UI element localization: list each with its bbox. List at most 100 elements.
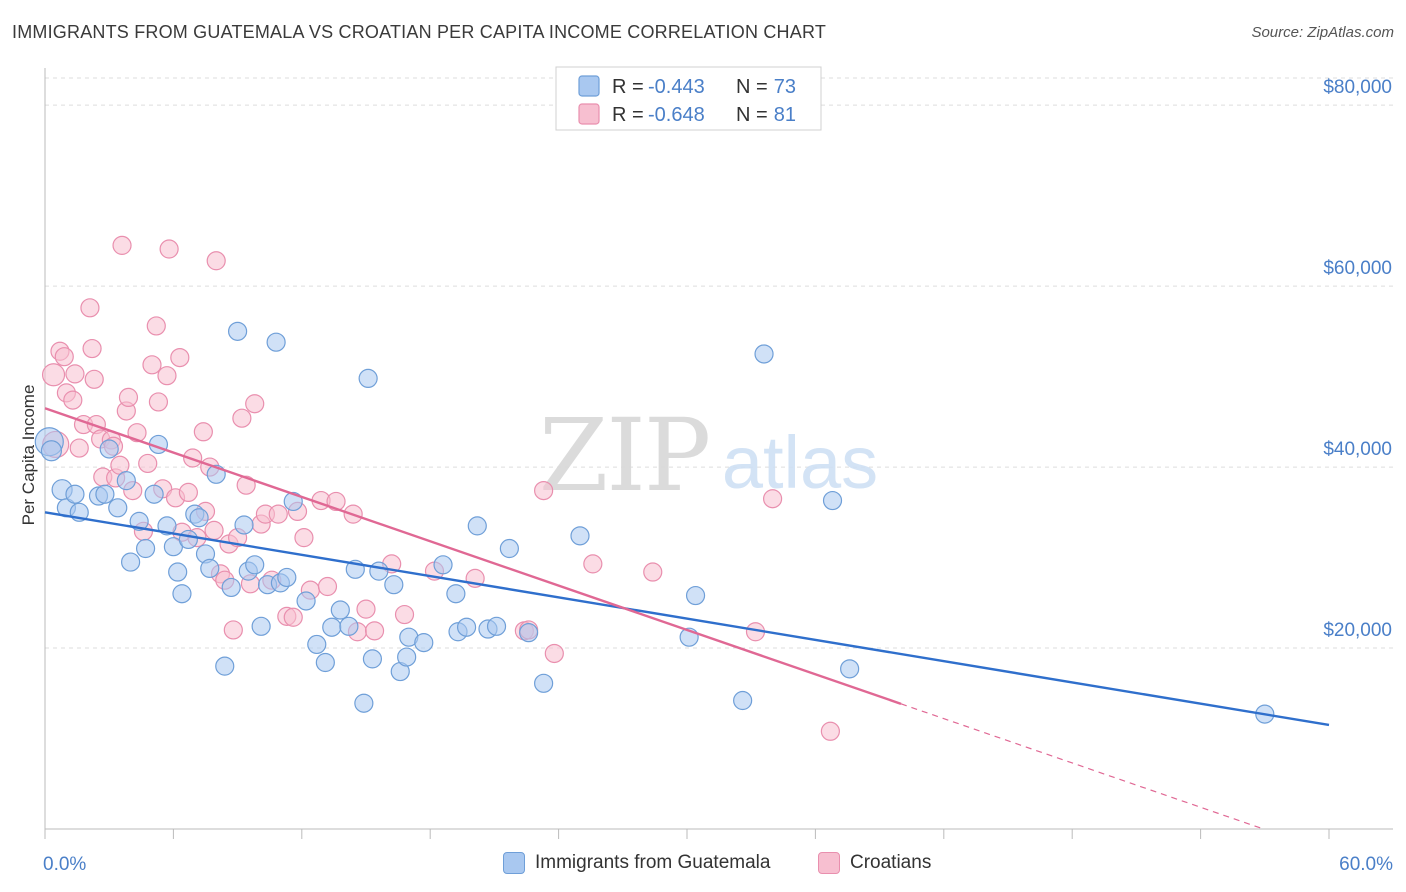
guatemala-point (144, 484, 164, 504)
trend-line-blue (44, 511, 1330, 727)
legend-label-guatemala: Immigrants from Guatemala (535, 852, 771, 873)
guatemala-point (358, 368, 378, 388)
legend-swatch-blue (503, 852, 525, 874)
guatemala-point (486, 616, 507, 636)
stats-legend-box (555, 66, 822, 131)
guatemala-point (178, 529, 198, 550)
croatian-point (82, 338, 102, 359)
croatian-point (206, 251, 226, 271)
croatian-point (534, 480, 554, 501)
croatian-point (193, 422, 213, 442)
stats-legend: R = -0.443 N = 73 R = -0.648 N = 81 (555, 66, 822, 131)
legend-label-croatians: Croatians (850, 852, 932, 873)
guatemala-point (221, 577, 241, 598)
chart-title: IMMIGRANTS FROM GUATEMALA VS CROATIAN PE… (12, 22, 827, 42)
croatian-point (232, 408, 252, 428)
guatemala-point (307, 634, 327, 655)
croatian-point (283, 607, 303, 627)
watermark: ZIP atlas (539, 397, 878, 514)
croatian-point (69, 438, 89, 458)
stats-r-value: -0.443 (648, 76, 705, 98)
croatian-point (317, 576, 338, 597)
x-tick-label: 0.0% (43, 854, 86, 875)
legend-swatch-pink (818, 852, 840, 874)
legend-item-croatians[interactable]: Croatians (818, 852, 931, 874)
guatemala-point (228, 321, 248, 341)
guatemala-point (189, 508, 209, 528)
guatemala-point (172, 584, 192, 604)
guatemala-point (354, 693, 374, 713)
guatemala-point (733, 690, 753, 711)
guatemala-point (369, 561, 389, 581)
guatemala-point (822, 490, 843, 511)
guatemala-point (322, 617, 342, 637)
croatian-point (236, 475, 256, 495)
croatians-points (41, 235, 840, 741)
trend-line-extension-pink (900, 703, 1264, 830)
y-tick-label: $40,000 (1323, 439, 1392, 460)
croatian-point (204, 520, 224, 541)
guatemala-point (397, 647, 417, 667)
guatemala-point (339, 616, 359, 636)
guatemala-point (157, 516, 177, 536)
guatemala-point (277, 567, 297, 588)
guatemala-point (467, 516, 487, 536)
watermark-atlas: atlas (722, 421, 878, 504)
stats-n-value: 81 (774, 104, 796, 126)
stats-n-value: 73 (774, 76, 796, 98)
y-tick-label: $20,000 (1323, 620, 1392, 641)
guatemala-point (251, 616, 271, 636)
guatemala-point (433, 555, 453, 575)
guatemala-point (234, 515, 254, 535)
guatemala-point (296, 591, 316, 611)
croatian-point (178, 482, 198, 503)
y-axis-label: Per Capita Income (19, 385, 38, 526)
bottom-legend: Immigrants from Guatemala Croatians (0, 852, 1406, 880)
croatian-point (364, 621, 385, 641)
stats-r-value: -0.648 (648, 104, 705, 126)
guatemala-point (168, 562, 188, 582)
legend-item-guatemala[interactable]: Immigrants from Guatemala (503, 852, 770, 874)
stats-n-label: N = (736, 104, 768, 126)
croatian-point (223, 620, 243, 640)
guatemala-point (384, 575, 404, 595)
guatemala-point (129, 511, 149, 531)
guatemala-point (95, 484, 115, 504)
croatian-point (245, 394, 265, 414)
croatian-point (583, 554, 603, 574)
x-tick-label: 60.0% (1339, 854, 1393, 875)
croatian-point (157, 366, 177, 386)
guatemala-point (330, 600, 350, 620)
guatemala-point (200, 558, 220, 579)
croatian-point (294, 528, 314, 548)
guatemala-point (456, 617, 477, 637)
croatian-point (148, 392, 169, 412)
croatian-point (54, 347, 74, 367)
guatemala-point (685, 585, 706, 606)
guatemala-point (266, 332, 286, 352)
guatemala-point (116, 471, 136, 491)
croatian-point (643, 562, 663, 582)
guatemala-point (108, 498, 128, 518)
trend-lines (44, 407, 1330, 830)
guatemala-point (499, 538, 519, 559)
source-label: Source: ZipAtlas.com (1251, 24, 1394, 41)
y-tick-label: $80,000 (1323, 77, 1392, 98)
croatian-point (112, 235, 132, 255)
guatemala-point (570, 526, 590, 546)
guatemala-point (245, 555, 265, 575)
guatemala-point (414, 633, 434, 653)
guatemala-point (362, 649, 383, 669)
y-tick-label: $60,000 (1323, 258, 1392, 279)
guatemala-point (65, 484, 85, 504)
guatemala-point (534, 673, 554, 693)
stats-swatch-pink (578, 103, 600, 125)
croatian-point (170, 347, 190, 368)
croatian-point (159, 239, 179, 259)
guatemala-point (40, 440, 63, 462)
guatemala-point (99, 439, 119, 459)
croatian-point (138, 453, 158, 474)
stats-r-label: R = (612, 76, 644, 98)
croatian-point (41, 363, 66, 387)
croatian-point (63, 390, 83, 410)
